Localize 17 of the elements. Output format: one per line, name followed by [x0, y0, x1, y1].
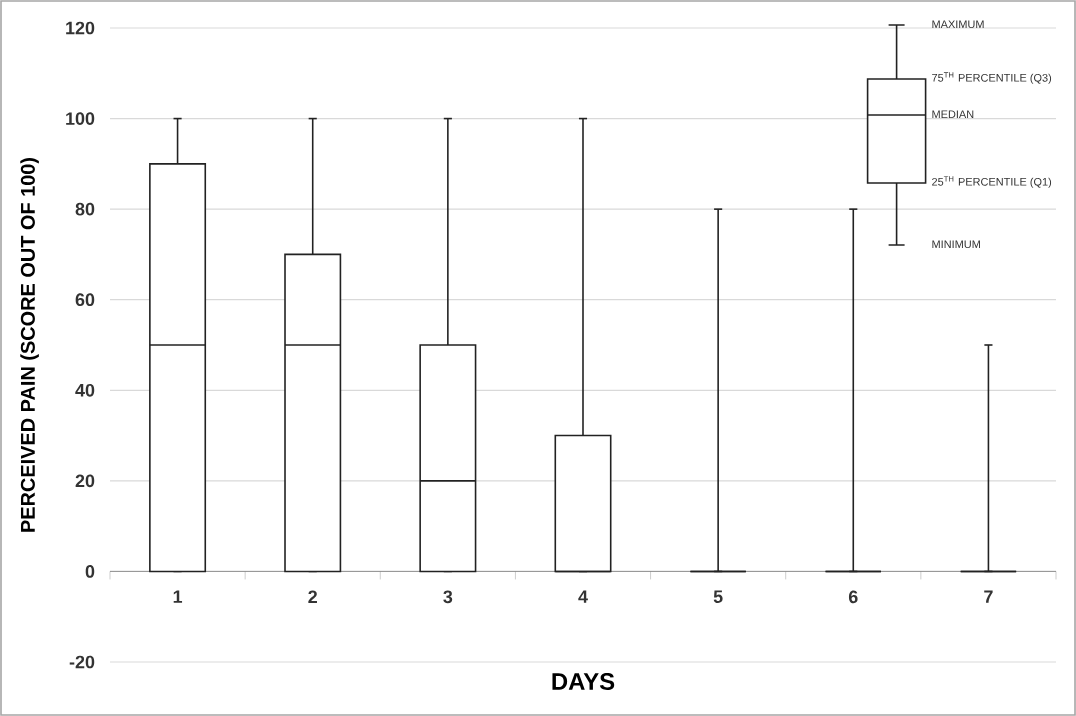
- x-tick-label: 7: [984, 590, 993, 603]
- x-axis-title: DAYS: [552, 673, 615, 690]
- y-tick-label: 100: [66, 112, 95, 125]
- y-tick-label: -20: [69, 655, 95, 669]
- x-tick-label: 6: [848, 590, 858, 604]
- x-tick-label: 4: [578, 590, 588, 603]
- y-tick-label: 0: [85, 565, 95, 578]
- x-tick-label: 2: [308, 590, 317, 603]
- y-axis-title: PERCEIVED PAIN (SCORE OUT OF 100): [20, 157, 39, 532]
- y-tick-label: 80: [75, 202, 95, 216]
- x-tick-label: 5: [713, 590, 723, 603]
- y-tick-label: 120: [66, 21, 95, 35]
- x-tick-label: 1: [173, 590, 183, 603]
- y-tick-label: 60: [75, 293, 95, 307]
- x-tick-label: 3: [443, 590, 453, 604]
- y-tick-label: 20: [75, 474, 95, 488]
- y-tick-label: 40: [75, 383, 95, 397]
